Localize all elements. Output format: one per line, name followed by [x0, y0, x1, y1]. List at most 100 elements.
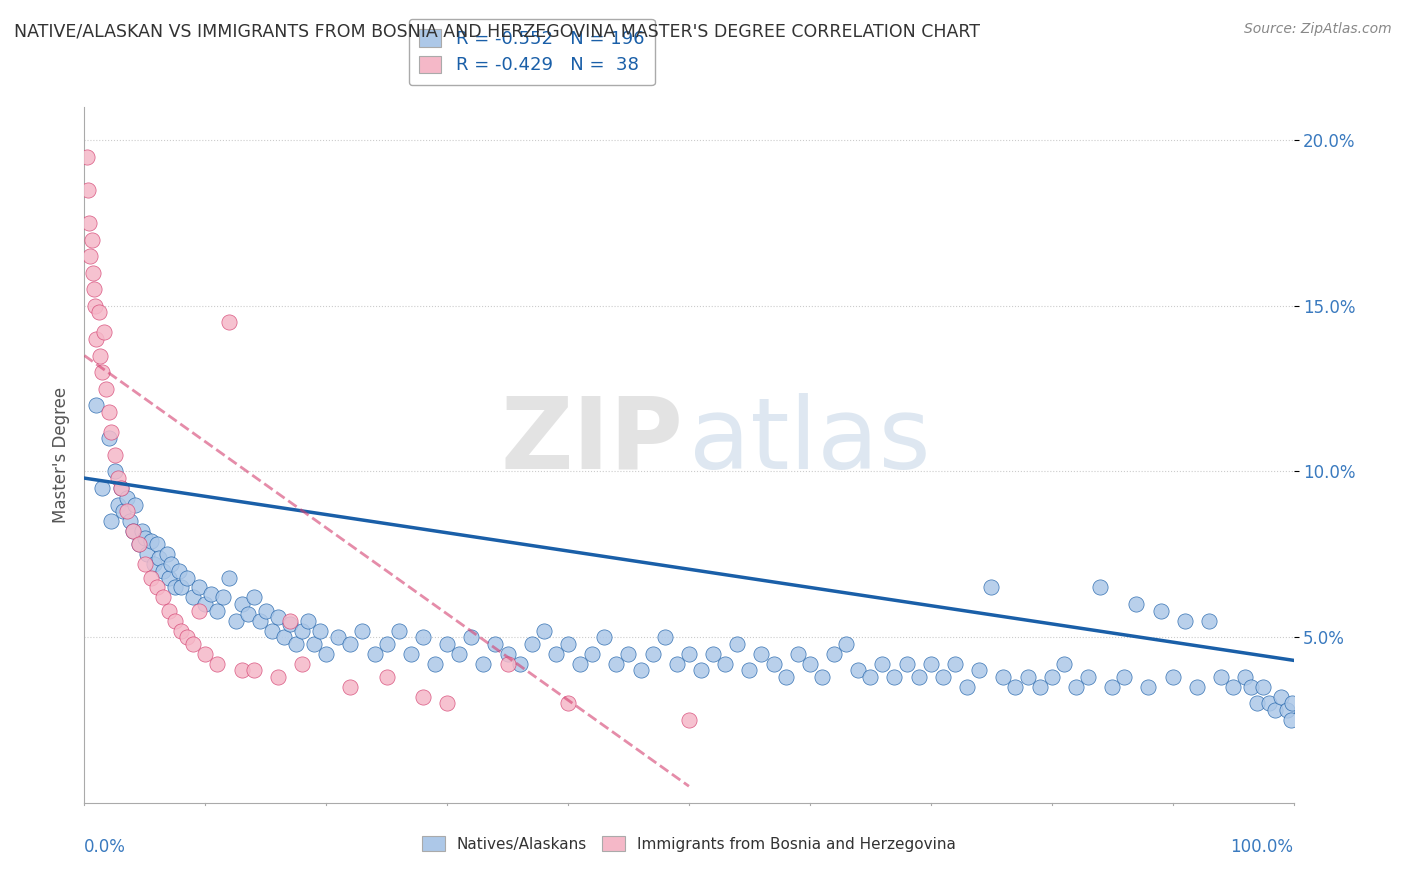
Point — [1277, 703, 1299, 717]
Point — [932, 670, 955, 684]
Point — [315, 647, 337, 661]
Point — [1258, 697, 1281, 711]
Point — [176, 570, 198, 584]
Point — [278, 614, 301, 628]
Point — [1088, 581, 1111, 595]
Point — [188, 581, 211, 595]
Point — [167, 564, 190, 578]
Point — [1222, 680, 1244, 694]
Point — [134, 558, 156, 572]
Point — [181, 591, 204, 605]
Point — [136, 547, 159, 561]
Point — [738, 663, 761, 677]
Point — [152, 591, 174, 605]
Point — [86, 332, 108, 346]
Point — [1101, 680, 1123, 694]
Point — [872, 657, 894, 671]
Point — [297, 614, 319, 628]
Point — [557, 637, 579, 651]
Point — [436, 697, 458, 711]
Text: 0.0%: 0.0% — [84, 838, 127, 855]
Point — [775, 670, 797, 684]
Text: NATIVE/ALASKAN VS IMMIGRANTS FROM BOSNIA AND HERZEGOVINA MASTER'S DEGREE CORRELA: NATIVE/ALASKAN VS IMMIGRANTS FROM BOSNIA… — [14, 22, 980, 40]
Point — [399, 647, 422, 661]
Point — [236, 607, 259, 621]
Y-axis label: Master's Degree: Master's Degree — [52, 387, 70, 523]
Point — [212, 591, 235, 605]
Point — [1114, 670, 1136, 684]
Point — [1161, 670, 1184, 684]
Point — [993, 670, 1015, 684]
Point — [143, 558, 166, 572]
Point — [496, 657, 519, 671]
Point — [291, 624, 314, 638]
Point — [176, 630, 198, 644]
Point — [678, 713, 700, 727]
Point — [134, 531, 156, 545]
Point — [751, 647, 773, 661]
Text: 100.0%: 100.0% — [1230, 838, 1294, 855]
Point — [967, 663, 990, 677]
Point — [120, 514, 142, 528]
Point — [1040, 670, 1063, 684]
Point — [1209, 670, 1232, 684]
Point — [1149, 604, 1171, 618]
Text: ZIP: ZIP — [501, 392, 683, 490]
Point — [811, 670, 834, 684]
Point — [920, 657, 942, 671]
Point — [170, 624, 193, 638]
Point — [86, 398, 108, 412]
Point — [165, 614, 187, 628]
Point — [284, 637, 308, 651]
Point — [97, 405, 120, 419]
Point — [148, 550, 170, 565]
Point — [91, 481, 114, 495]
Point — [859, 670, 882, 684]
Point — [139, 570, 162, 584]
Point — [146, 581, 169, 595]
Point — [218, 570, 240, 584]
Point — [267, 610, 290, 624]
Point — [112, 504, 135, 518]
Point — [980, 581, 1002, 595]
Point — [242, 663, 264, 677]
Point — [557, 697, 579, 711]
Point — [1246, 697, 1268, 711]
Legend: Natives/Alaskans, Immigrants from Bosnia and Herzegovina: Natives/Alaskans, Immigrants from Bosnia… — [416, 830, 962, 858]
Point — [104, 448, 127, 462]
Point — [581, 647, 603, 661]
Point — [520, 637, 543, 651]
Point — [846, 663, 869, 677]
Point — [188, 604, 211, 618]
Point — [786, 647, 808, 661]
Point — [956, 680, 979, 694]
Point — [89, 349, 111, 363]
Point — [157, 570, 180, 584]
Point — [605, 657, 627, 671]
Text: Source: ZipAtlas.com: Source: ZipAtlas.com — [1244, 22, 1392, 37]
Point — [80, 233, 103, 247]
Point — [1264, 703, 1286, 717]
Point — [152, 564, 174, 578]
Point — [94, 382, 117, 396]
Point — [1028, 680, 1050, 694]
Point — [231, 663, 253, 677]
Point — [84, 299, 107, 313]
Point — [218, 315, 240, 329]
Point — [100, 514, 122, 528]
Point — [128, 537, 150, 551]
Point — [260, 624, 283, 638]
Point — [460, 630, 482, 644]
Point — [1125, 597, 1147, 611]
Point — [569, 657, 592, 671]
Point — [1004, 680, 1026, 694]
Point — [412, 630, 434, 644]
Point — [1053, 657, 1076, 671]
Point — [1279, 713, 1302, 727]
Point — [654, 630, 676, 644]
Point — [91, 365, 114, 379]
Point — [1185, 680, 1208, 694]
Point — [363, 647, 385, 661]
Point — [449, 647, 471, 661]
Point — [1017, 670, 1039, 684]
